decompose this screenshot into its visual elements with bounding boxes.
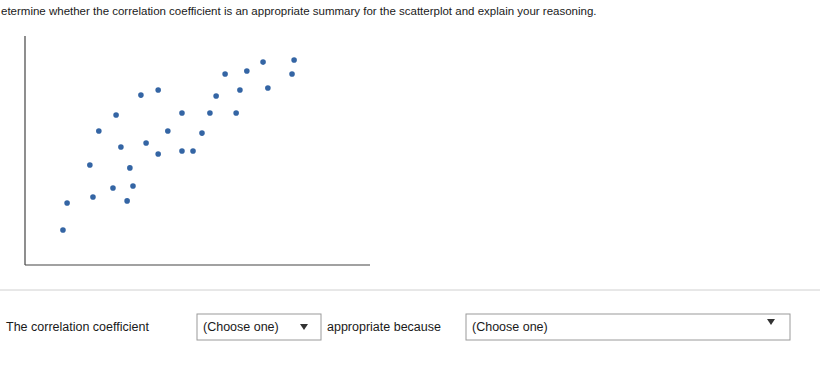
answer-middle: appropriate because xyxy=(327,320,441,334)
divider xyxy=(0,290,820,291)
point xyxy=(155,87,161,93)
point xyxy=(118,144,124,150)
point xyxy=(165,128,171,134)
select-text: (Choose one) xyxy=(472,320,548,334)
point xyxy=(199,130,205,136)
point xyxy=(110,185,116,191)
point xyxy=(237,87,243,93)
point xyxy=(60,227,66,233)
point xyxy=(265,85,271,91)
select-text: (Choose one) xyxy=(203,320,279,334)
point xyxy=(64,200,70,206)
point xyxy=(291,57,297,63)
point xyxy=(179,148,185,154)
page: etermine whether the correlation coeffic… xyxy=(0,0,820,386)
point xyxy=(127,165,133,171)
point xyxy=(233,110,239,116)
point xyxy=(138,92,144,98)
point xyxy=(87,162,93,168)
point xyxy=(260,59,266,65)
point xyxy=(179,110,185,116)
points xyxy=(60,57,297,233)
x-axis xyxy=(25,264,370,265)
answer-lead: The correlation coefficient xyxy=(6,320,149,334)
point xyxy=(190,148,196,154)
point xyxy=(124,198,130,204)
point xyxy=(155,151,161,157)
point xyxy=(207,110,213,116)
point xyxy=(90,194,96,200)
point xyxy=(244,68,250,74)
point xyxy=(96,128,102,134)
select-box[interactable] xyxy=(197,314,321,340)
select-box[interactable] xyxy=(466,314,790,340)
point xyxy=(213,93,219,99)
y-axis xyxy=(24,36,25,265)
point xyxy=(289,71,295,77)
point xyxy=(130,183,136,189)
point xyxy=(143,140,149,146)
dropdown-arrow xyxy=(767,319,775,325)
question-text: etermine whether the correlation coeffic… xyxy=(1,5,597,17)
point xyxy=(113,112,119,118)
point xyxy=(222,71,228,77)
dropdown-arrow xyxy=(300,324,308,330)
